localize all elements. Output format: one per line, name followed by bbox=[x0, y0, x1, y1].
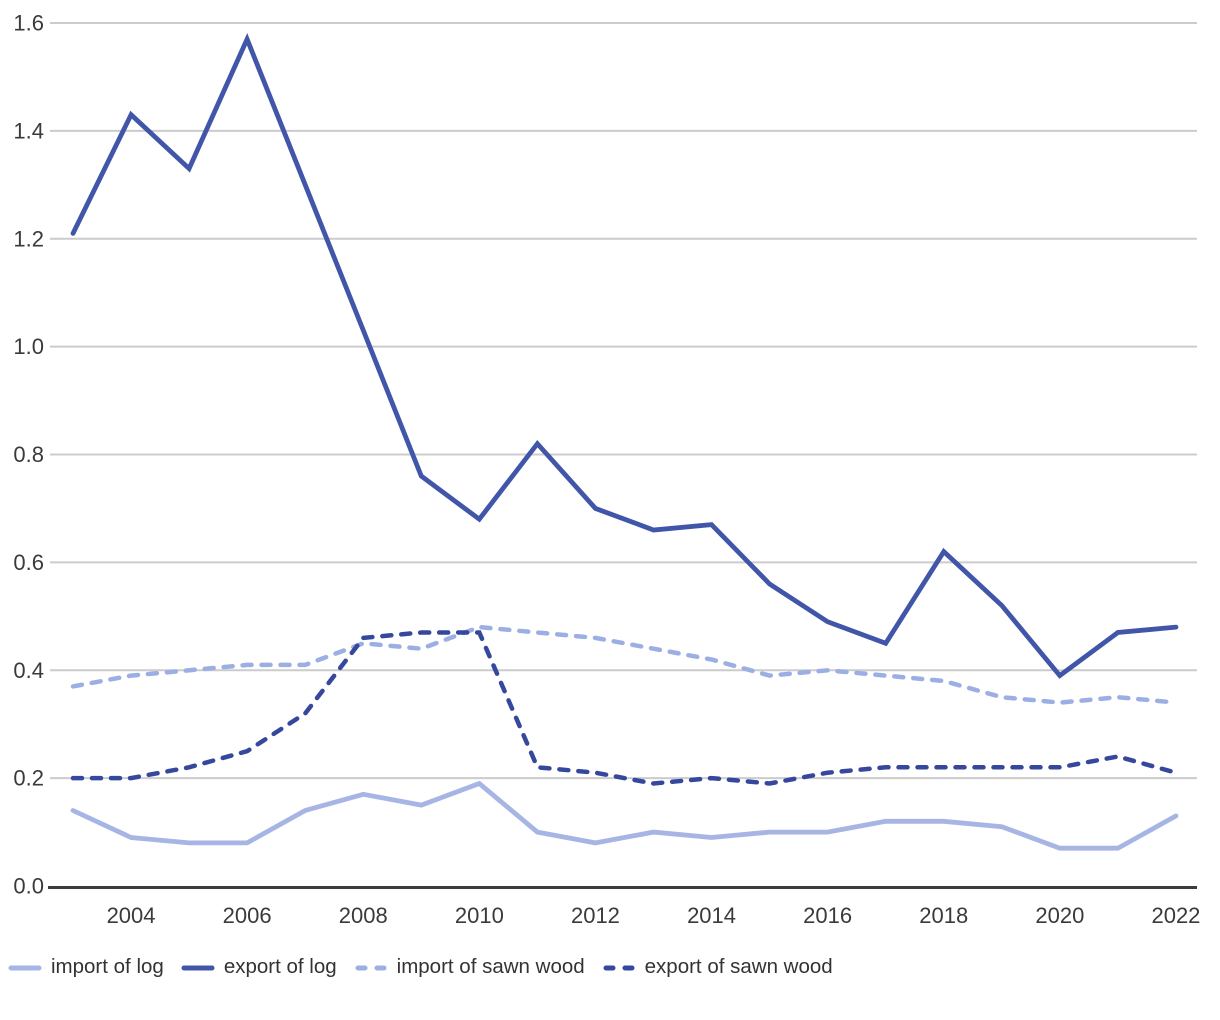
series-import-of-log bbox=[70, 780, 1179, 851]
x-tick-label: 2004 bbox=[107, 903, 156, 928]
series-export-of-log bbox=[70, 33, 1179, 679]
x-tick-label: 2012 bbox=[571, 903, 620, 928]
x-tick-label: 2016 bbox=[803, 903, 852, 928]
legend-item-export-of-sawn-wood: export of sawn wood bbox=[602, 955, 833, 979]
series-export-of-sawn-wood bbox=[70, 630, 1179, 786]
legend-label: import of sawn wood bbox=[396, 955, 585, 978]
legend-swatch-dashed-light-icon bbox=[355, 965, 388, 971]
chart-legend: import of log export of log import of sa… bbox=[8, 955, 1220, 979]
y-tick-label: 1.2 bbox=[13, 226, 44, 251]
y-tick-label: 1.4 bbox=[13, 118, 44, 143]
legend-item-import-of-log: import of log bbox=[8, 955, 164, 979]
line-chart-canvas: 0.0 0.2 0.4 0.6 0.8 1.0 1.2 1.4 1.6 2004 2006 2008 2… bbox=[13, 11, 1200, 929]
y-tick-label: 0.8 bbox=[13, 442, 44, 467]
legend-label: export of sawn wood bbox=[644, 955, 833, 978]
legend-item-import-of-sawn-wood: import of sawn wood bbox=[354, 955, 585, 979]
x-tick-label: 2010 bbox=[455, 903, 504, 928]
legend-label: import of log bbox=[51, 955, 164, 978]
y-tick-label: 0.6 bbox=[13, 550, 44, 575]
x-tick-label: 2018 bbox=[919, 903, 968, 928]
legend-item-export-of-log: export of log bbox=[181, 955, 337, 979]
x-tick-label: 2022 bbox=[1151, 903, 1200, 928]
y-tick-label: 1.6 bbox=[13, 11, 44, 36]
x-tick-label: 2008 bbox=[339, 903, 388, 928]
x-tick-label: 2020 bbox=[1035, 903, 1084, 928]
legend-label: export of log bbox=[223, 955, 337, 978]
legend-swatch-dashed-dark-icon bbox=[603, 965, 636, 971]
y-tick-label: 1.0 bbox=[13, 334, 44, 359]
legend-swatch-solid-light-icon bbox=[8, 965, 42, 971]
series-import-of-sawn-wood bbox=[70, 624, 1179, 705]
x-tick-label: 2014 bbox=[687, 903, 736, 928]
x-tick-label: 2006 bbox=[223, 903, 272, 928]
y-tick-label: 0.4 bbox=[13, 658, 44, 683]
legend-swatch-solid-dark-icon bbox=[181, 965, 215, 971]
y-tick-label: 0.2 bbox=[13, 766, 44, 791]
y-tick-label: 0.0 bbox=[13, 874, 44, 899]
